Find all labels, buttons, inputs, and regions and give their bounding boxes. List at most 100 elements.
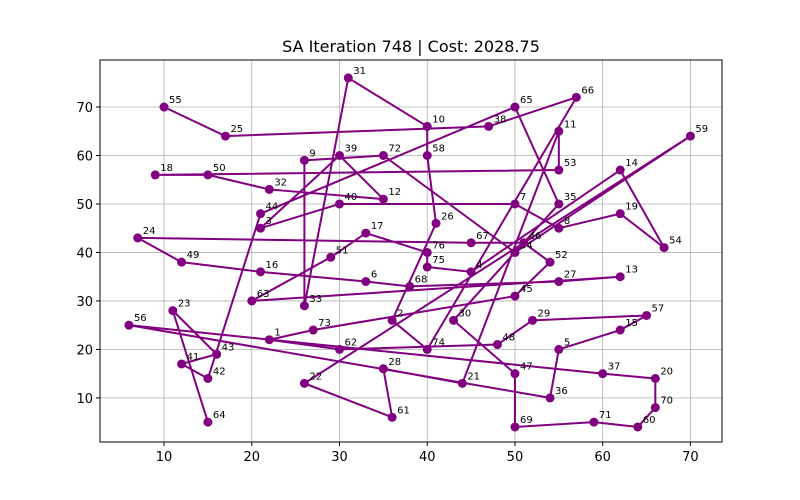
city-label: 64	[213, 410, 226, 421]
city-point	[203, 373, 213, 383]
city-label: 57	[652, 303, 665, 314]
city-label: 14	[625, 158, 638, 169]
city-point	[133, 233, 143, 243]
city-point	[299, 378, 309, 388]
city-label: 18	[160, 163, 173, 174]
city-point	[615, 272, 625, 282]
city-point	[387, 412, 397, 422]
city-label: 68	[415, 274, 428, 285]
tour-line	[128, 76, 691, 429]
city-label: 55	[169, 95, 182, 106]
city-label: 44	[266, 202, 279, 213]
city-point	[510, 291, 520, 301]
city-label: 46	[529, 231, 542, 242]
city-point	[335, 151, 345, 160]
city-point	[387, 315, 397, 325]
y-tick-label: 40	[76, 246, 93, 261]
city-label: 28	[388, 357, 401, 368]
city-label: 65	[520, 95, 533, 106]
city-label: 31	[353, 66, 366, 77]
city-label: 24	[143, 226, 156, 237]
city-point	[422, 247, 432, 257]
x-tick-label: 70	[682, 450, 699, 465]
city-label: 61	[397, 405, 410, 416]
city-point	[264, 184, 274, 194]
city-label: 45	[520, 284, 533, 295]
city-point	[510, 247, 520, 257]
city-label: 38	[494, 114, 507, 125]
city-label: 47	[520, 362, 533, 373]
city-point	[554, 126, 564, 136]
city-label: 9	[309, 148, 315, 159]
city-point	[650, 403, 660, 413]
city-label: 16	[266, 260, 279, 271]
city-label: 3	[266, 216, 272, 227]
x-tick-label: 10	[156, 450, 173, 465]
city-label: 30	[459, 308, 472, 319]
city-label: 76	[432, 240, 445, 251]
city-point	[449, 315, 459, 325]
city-label: 23	[178, 299, 191, 310]
city-label: 43	[222, 342, 235, 353]
city-point	[361, 277, 371, 287]
city-point	[659, 243, 669, 253]
city-point	[203, 170, 213, 180]
city-point	[177, 359, 187, 369]
city-point	[124, 320, 134, 330]
city-label: 42	[213, 366, 226, 377]
city-label: 15	[625, 318, 638, 329]
city-point	[405, 281, 415, 291]
city-label: 71	[599, 410, 612, 421]
city-point	[554, 277, 564, 287]
city-point	[545, 393, 555, 403]
city-label: 56	[134, 313, 147, 324]
y-tick-label: 60	[76, 150, 93, 165]
city-label: 48	[502, 333, 515, 344]
y-tick-label: 50	[76, 198, 93, 213]
city-point	[492, 340, 502, 350]
city-label: 27	[564, 270, 577, 281]
y-tick-label: 30	[76, 295, 93, 310]
city-label: 58	[432, 144, 445, 155]
city-point	[466, 238, 476, 248]
city-label: 26	[441, 211, 454, 222]
city-point	[615, 325, 625, 335]
city-label: 33	[309, 294, 322, 305]
city-point	[598, 369, 608, 379]
y-tick-label: 20	[76, 343, 93, 358]
city-point	[422, 151, 432, 160]
city-point	[510, 199, 520, 209]
city-point	[335, 344, 345, 354]
city-point	[159, 102, 169, 112]
city-label: 60	[643, 415, 656, 426]
city-point	[299, 301, 309, 311]
city-label: 1	[274, 328, 280, 339]
city-point	[510, 102, 520, 112]
city-label: 74	[432, 337, 445, 348]
city-point	[150, 170, 160, 180]
y-tick-label: 10	[76, 392, 93, 407]
city-label: 36	[555, 386, 568, 397]
city-point	[378, 151, 388, 160]
city-point	[554, 344, 564, 354]
city-point	[343, 73, 353, 83]
city-label: 59	[695, 124, 708, 135]
city-label: 67	[476, 231, 489, 242]
city-label: 70	[660, 396, 673, 407]
y-tick-label: 70	[76, 101, 93, 116]
city-label: 50	[213, 163, 226, 174]
city-label: 32	[274, 177, 287, 188]
city-label: 2	[397, 308, 403, 319]
x-tick-label: 20	[243, 450, 260, 465]
x-tick-label: 30	[331, 450, 348, 465]
city-label: 49	[187, 250, 200, 261]
city-label: 29	[538, 308, 551, 319]
city-label: 41	[187, 352, 200, 363]
city-label: 13	[625, 265, 638, 276]
city-label: 10	[432, 114, 445, 125]
city-label: 51	[336, 245, 349, 256]
x-tick-label: 50	[507, 450, 524, 465]
city-point	[554, 223, 564, 233]
city-point	[528, 315, 538, 325]
